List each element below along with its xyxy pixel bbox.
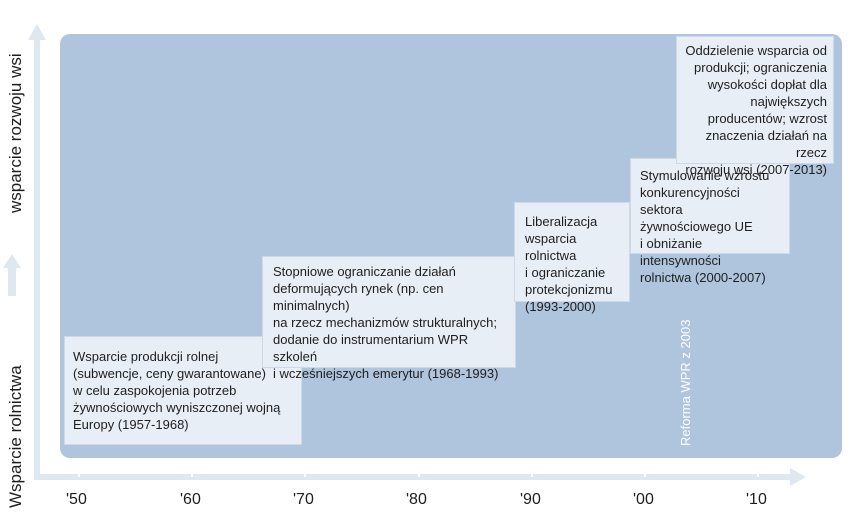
stage-box-1993-2000: Liberalizacja wsparcia rolnictwa i ogran… xyxy=(514,202,630,314)
x-label-60: '60 xyxy=(180,491,201,508)
x-tick-60 xyxy=(191,467,193,477)
x-label-10: '10 xyxy=(746,491,767,508)
stage-box-2000-2007: Stymulowanie wzrostu konkurencyjności se… xyxy=(630,158,790,285)
x-tick-70 xyxy=(304,467,306,477)
x-axis-arrow xyxy=(34,474,794,480)
stage-box-1957-1968: Wsparcie produkcji rolnej (subwencje, ce… xyxy=(64,336,302,445)
x-tick-50 xyxy=(78,467,80,477)
x-tick-90 xyxy=(531,467,533,477)
x-label-80: '80 xyxy=(406,491,427,508)
x-label-50: '50 xyxy=(66,491,87,508)
x-label-00: '00 xyxy=(633,491,654,508)
x-axis-arrowhead xyxy=(790,468,806,486)
up-arrow-shaft xyxy=(8,266,16,296)
y-axis-arrow xyxy=(34,34,40,476)
x-tick-00 xyxy=(644,467,646,477)
stage-text-3: Liberalizacja wsparcia rolnictwa i ogran… xyxy=(525,214,613,314)
x-tick-10 xyxy=(757,467,759,477)
stage-text-2: Stopniowe ograniczanie działań deformują… xyxy=(273,264,499,381)
y-axis-arrowhead xyxy=(28,24,46,40)
stage-text-1: Wsparcie produkcji rolnej (subwencje, ce… xyxy=(73,349,281,432)
y-axis-label-top: wsparcie rozwoju wsi xyxy=(6,53,25,213)
stage-text-4: Stymulowanie wzrostu konkurencyjności se… xyxy=(640,168,770,285)
x-label-70: '70 xyxy=(293,491,314,508)
stage-box-1968-1993: Stopniowe ograniczanie działań deformują… xyxy=(262,256,516,381)
up-arrow-icon xyxy=(3,254,21,268)
stage-text-5: Oddzielenie wsparcia od produkcji; ogran… xyxy=(685,43,827,177)
stage-box-2007-2013: Oddzielenie wsparcia od produkcji; ogran… xyxy=(676,36,834,177)
y-axis-label-bottom: Wsparcie rolnictwa xyxy=(6,365,25,508)
x-tick-80 xyxy=(418,467,420,477)
x-label-90: '90 xyxy=(520,491,541,508)
reform-2003-label: Reforma WPR z 2003 xyxy=(678,319,693,446)
